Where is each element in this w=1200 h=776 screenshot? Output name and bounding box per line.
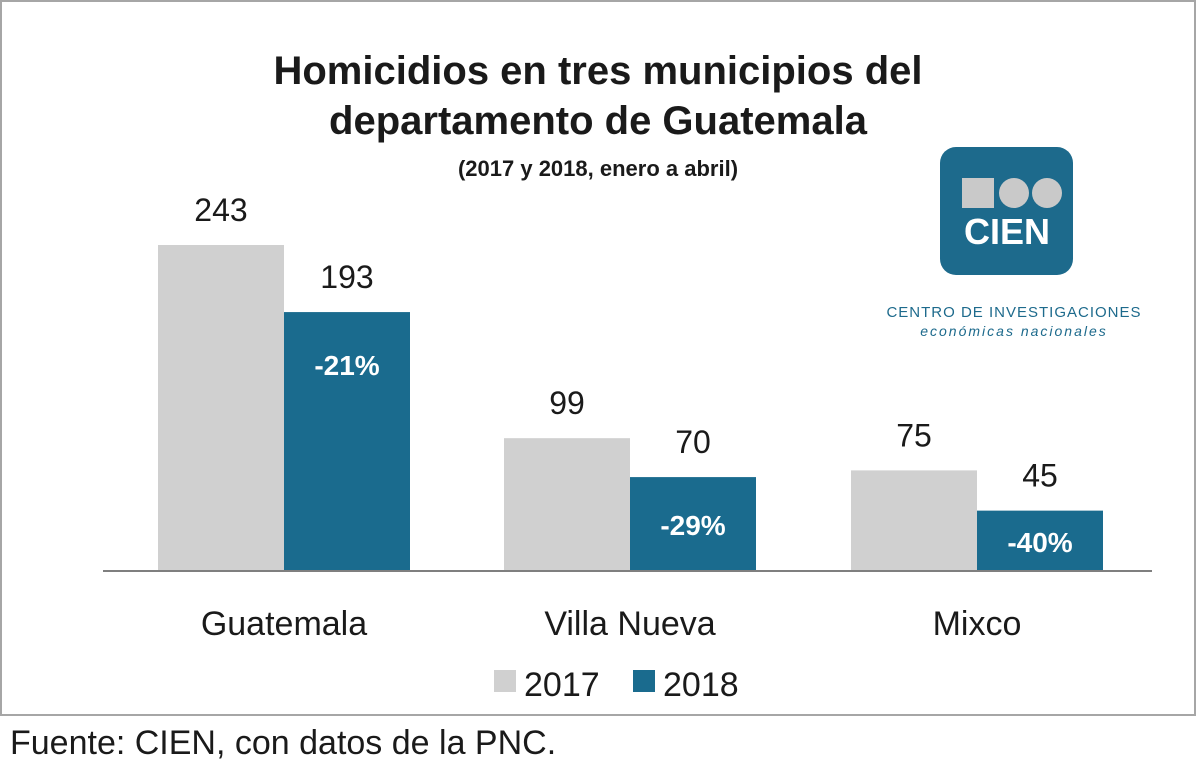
legend-swatch-2018 [633,670,655,692]
bar-2018-mixco [977,510,1103,571]
chart: Homicidios en tres municipios del depart… [0,0,1196,716]
cien-logo: CIEN CENTRO DE INVESTIGACIONES económica… [886,147,1141,339]
legend-swatch-2017 [494,670,516,692]
category-label-mixco: Mixco [933,605,1022,643]
value-label-2017-villa-nueva: 99 [549,385,585,421]
legend-label-2018: 2018 [663,666,739,704]
logo-circle-1 [999,178,1029,208]
legend: 2017 2018 [494,666,739,704]
change-label-mixco: -40% [1007,527,1072,558]
bars: 243 193 -21% 99 70 -29% 75 45 -40% [158,192,1103,571]
chart-title-line-2: departamento de Guatemala [329,99,868,143]
value-label-2017-mixco: 75 [896,417,932,453]
value-label-2018-mixco: 45 [1022,458,1058,494]
value-label-2018-villa-nueva: 70 [675,424,711,460]
change-label-villa-nueva: -29% [660,510,725,541]
bar-2018-guatemala [284,312,410,571]
change-label-guatemala: -21% [314,350,379,381]
value-label-2018-guatemala: 193 [320,259,373,295]
bar-2018-villa-nueva [630,477,756,571]
logo-org-line-1: CENTRO DE INVESTIGACIONES [886,304,1141,321]
logo-square [962,178,994,208]
value-label-2017-guatemala: 243 [194,192,247,228]
chart-title-line-1: Homicidios en tres municipios del [273,49,922,93]
bar-2017-mixco [851,470,977,571]
source-note: Fuente: CIEN, con datos de la PNC. [10,724,557,762]
chart-frame: Homicidios en tres municipios del depart… [0,0,1196,716]
category-label-guatemala: Guatemala [201,605,367,643]
bar-2017-villa-nueva [504,438,630,571]
chart-subtitle: (2017 y 2018, enero a abril) [458,156,738,181]
logo-text: CIEN [964,211,1050,252]
category-label-villa-nueva: Villa Nueva [544,605,715,643]
legend-label-2017: 2017 [524,666,600,704]
category-labels: Guatemala Villa Nueva Mixco [201,605,1022,643]
logo-org-line-2: económicas nacionales [920,323,1108,339]
logo-circle-2 [1032,178,1062,208]
bar-2017-guatemala [158,245,284,571]
